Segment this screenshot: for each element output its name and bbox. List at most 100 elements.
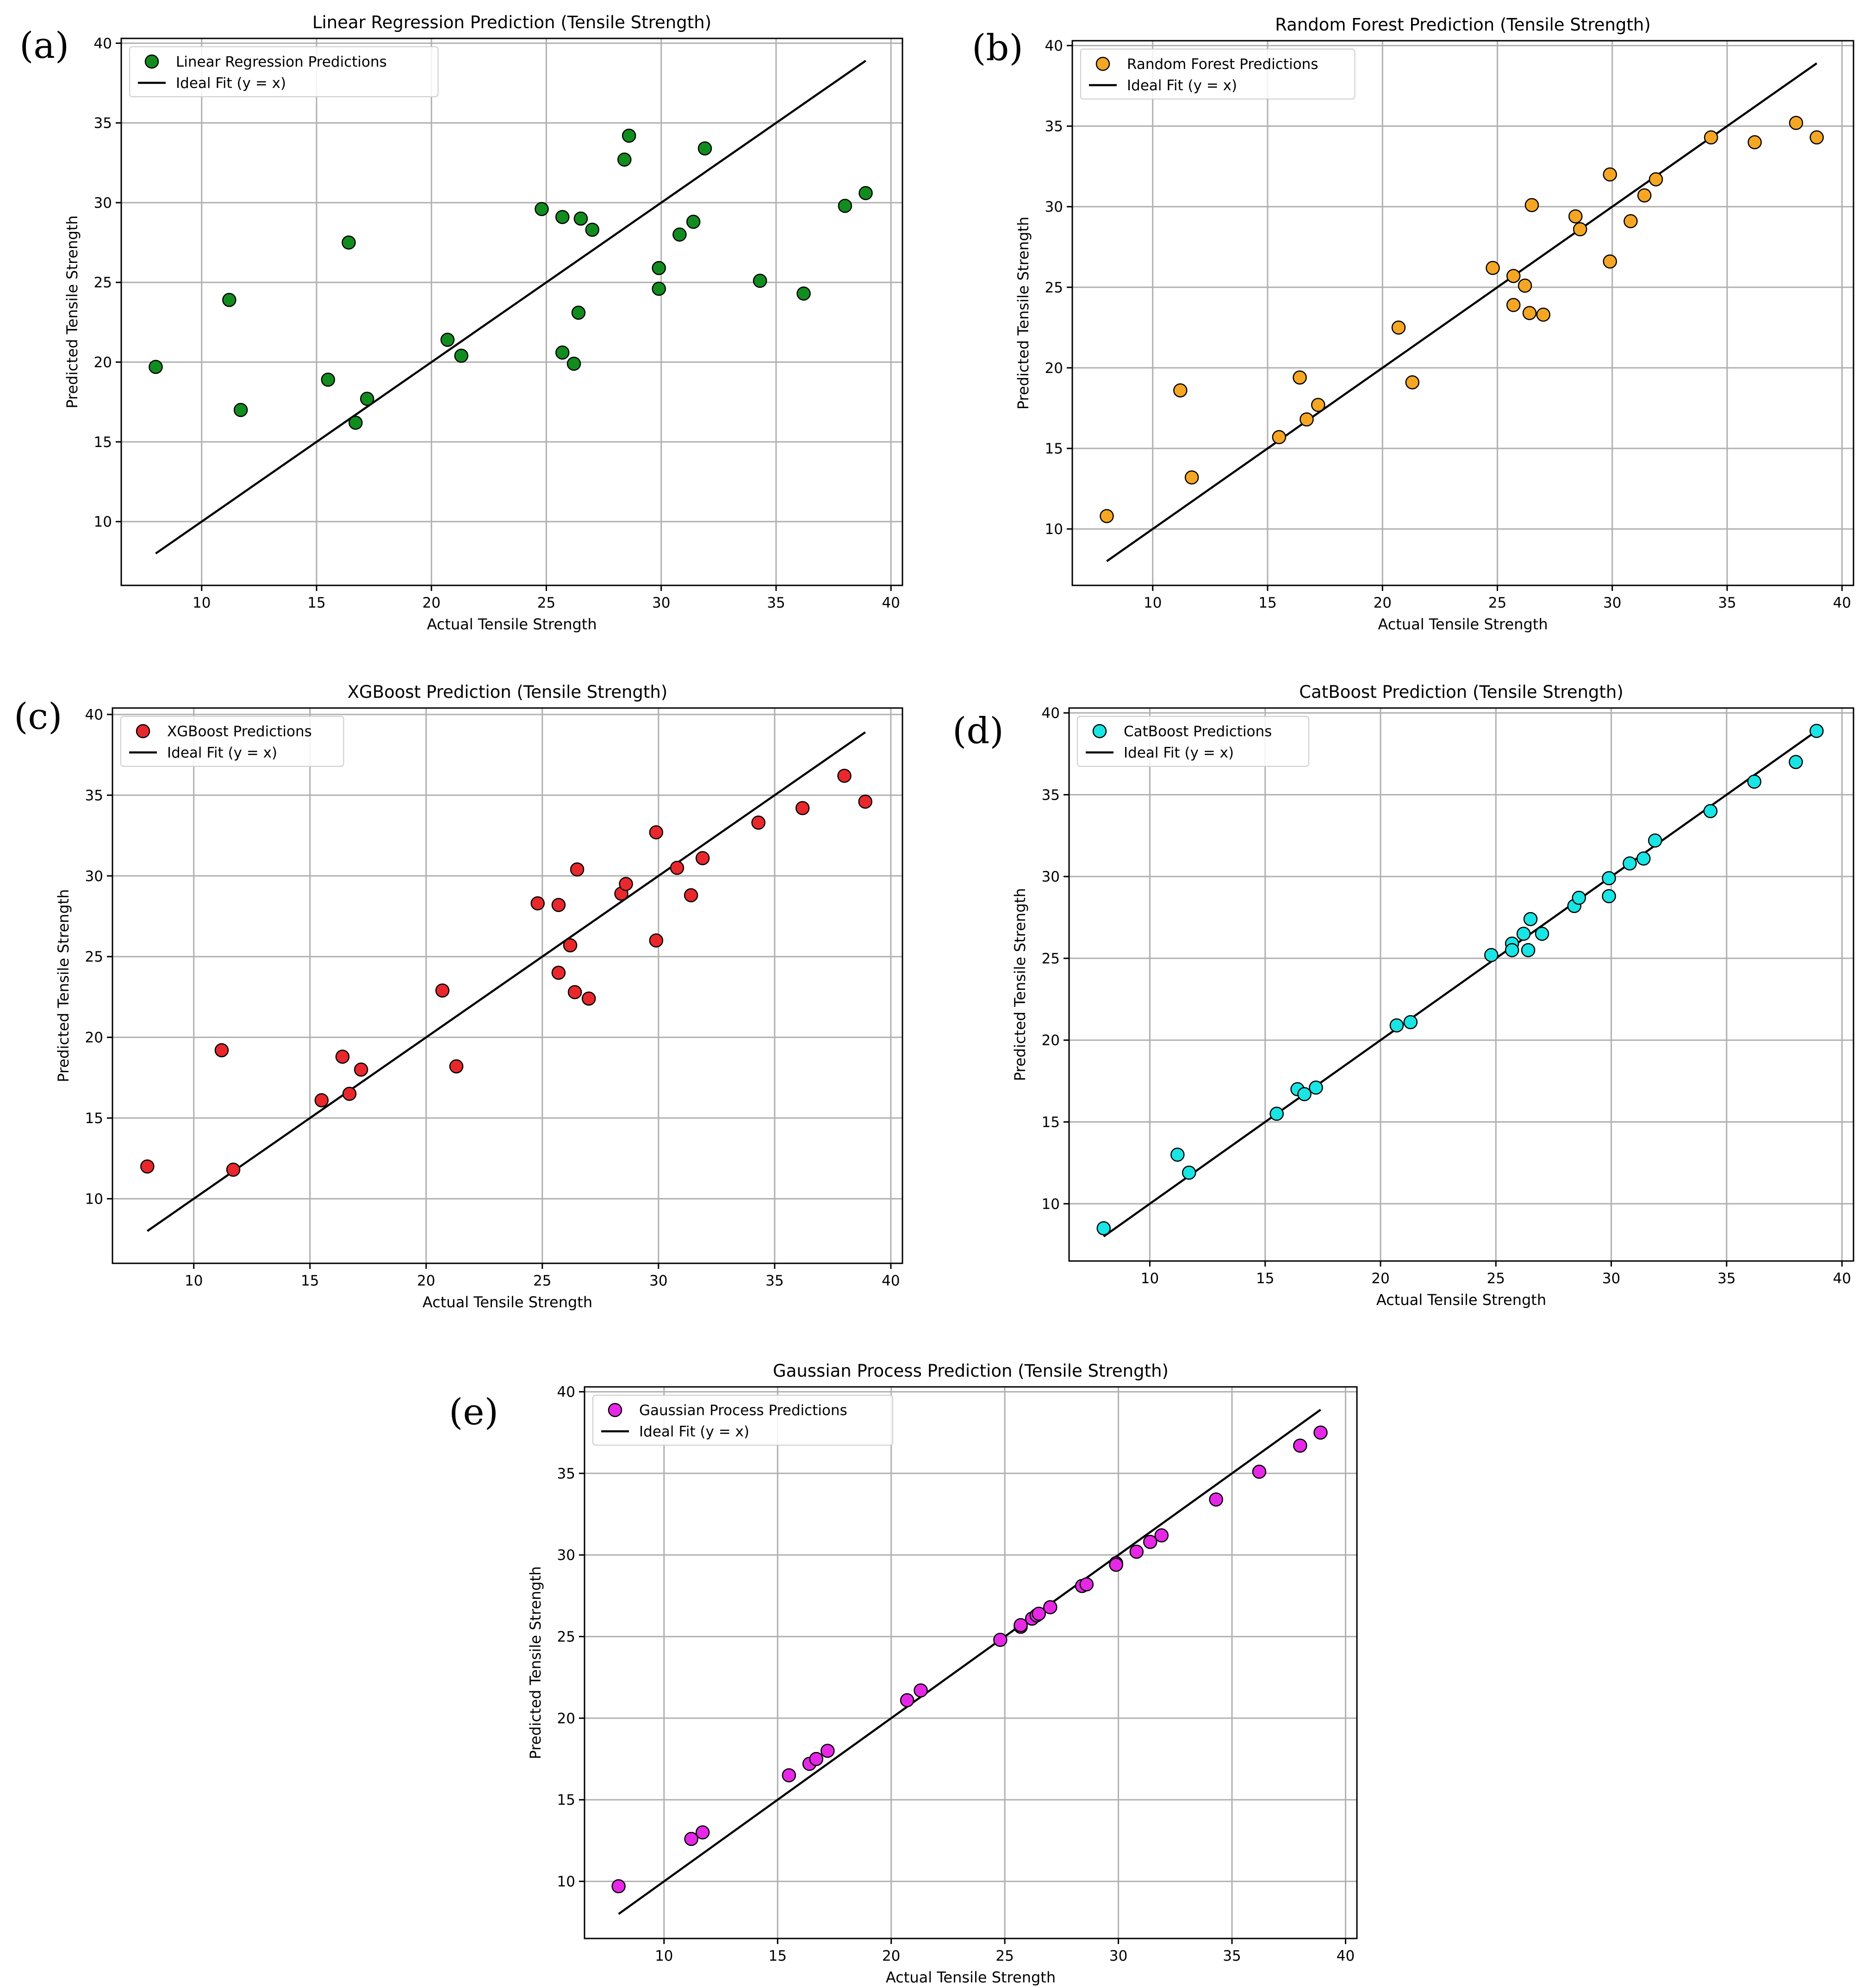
- panel-catboost: (d) CatBoost Prediction (Tensile Strength…: [952, 682, 1854, 1309]
- data-point: [1704, 130, 1718, 145]
- data-point: [1403, 1015, 1418, 1030]
- data-point: [1300, 412, 1314, 427]
- data-point: [149, 360, 163, 374]
- legend-marker: [136, 724, 150, 739]
- x-tick-label: 30: [1109, 1948, 1127, 1964]
- y-axis-label: Predicted Tensile Strength: [55, 889, 72, 1082]
- data-point: [697, 141, 712, 156]
- data-point: [914, 1683, 928, 1698]
- legend: Random Forest Predictions Ideal Fit (y = …: [1080, 49, 1356, 99]
- legend-box: [120, 716, 344, 767]
- data-point: [1484, 948, 1499, 963]
- x-tick-label: 30: [652, 595, 670, 611]
- data-point: [449, 1059, 464, 1074]
- data-point: [1573, 222, 1587, 236]
- data-point: [1014, 1618, 1028, 1633]
- data-point: [1603, 254, 1617, 269]
- data-point: [140, 1159, 155, 1174]
- data-point: [1623, 856, 1637, 871]
- legend-label-predictions: Random Forest Predictions: [1127, 56, 1318, 73]
- data-point: [214, 1043, 229, 1057]
- panel-label: (a): [19, 25, 69, 67]
- prediction-points: [140, 769, 872, 1177]
- data-point: [1535, 926, 1549, 941]
- x-tick-label: 30: [1602, 1270, 1620, 1287]
- data-point: [1311, 398, 1325, 412]
- x-tick-label: 25: [1488, 595, 1506, 611]
- data-point: [672, 227, 687, 242]
- data-point: [795, 801, 810, 815]
- data-point: [617, 152, 632, 167]
- data-point: [796, 286, 811, 301]
- legend-label-predictions: Linear Regression Predictions: [176, 54, 387, 70]
- legend-box: [1077, 716, 1309, 767]
- data-point: [1747, 774, 1761, 789]
- data-point: [696, 1825, 710, 1840]
- chart-title: Random Forest Prediction (Tensile Streng…: [1275, 15, 1651, 35]
- x-tick-label: 35: [1717, 1270, 1735, 1287]
- data-point: [1272, 430, 1287, 444]
- y-tick-label: 40: [1042, 705, 1060, 722]
- panel-xgboost: (c) XGBoost Prediction (Tensile Strength)…: [14, 682, 903, 1311]
- data-point: [581, 991, 596, 1006]
- data-point: [1100, 509, 1114, 523]
- data-point: [1043, 1600, 1057, 1615]
- y-tick-label: 30: [557, 1547, 575, 1564]
- x-tick-label: 20: [1374, 595, 1392, 611]
- gridlines: [1069, 708, 1854, 1261]
- plot-frame: [112, 707, 903, 1264]
- data-point: [454, 348, 469, 363]
- x-tick-label: 20: [417, 1273, 435, 1289]
- legend-box: [129, 46, 439, 97]
- x-tick-label: 15: [1258, 595, 1276, 611]
- x-tick-label: 10: [655, 1948, 673, 1964]
- gridlines: [585, 1387, 1357, 1938]
- data-point: [1297, 1087, 1312, 1101]
- data-point: [782, 1768, 796, 1783]
- legend-box: [592, 1395, 893, 1446]
- gridlines: [1072, 41, 1854, 585]
- x-axis-label: Actual Tensile Strength: [427, 615, 597, 633]
- x-tick-label: 10: [1141, 1270, 1159, 1287]
- data-point: [1572, 890, 1586, 905]
- plot-frame: [1068, 707, 1854, 1262]
- x-tick-label: 10: [1144, 595, 1162, 611]
- data-point: [1079, 1577, 1094, 1591]
- data-point: [652, 261, 666, 275]
- data-point: [1789, 116, 1804, 130]
- y-tick-label: 10: [94, 514, 112, 530]
- panel-linear-regression: (a) Linear Regression Prediction (Tensile…: [19, 12, 903, 633]
- data-point: [1523, 912, 1538, 926]
- data-point: [1602, 889, 1616, 903]
- x-tick-label: 40: [882, 1273, 900, 1289]
- legend: Gaussian Process Predictions Ideal Fit (y…: [592, 1395, 893, 1446]
- y-tick-label: 20: [85, 1030, 103, 1046]
- y-tick-label: 25: [85, 949, 103, 965]
- data-point: [535, 202, 549, 216]
- data-point: [1536, 307, 1551, 322]
- data-point: [1252, 1465, 1267, 1479]
- legend-marker: [608, 1403, 622, 1417]
- data-point: [1602, 871, 1616, 885]
- data-point: [1170, 1147, 1185, 1162]
- x-tick-label: 15: [301, 1273, 319, 1289]
- y-tick-label: 35: [557, 1466, 575, 1482]
- ideal-fit-line: [618, 1409, 1321, 1915]
- data-point: [1789, 755, 1803, 769]
- y-tick-label: 40: [85, 707, 103, 723]
- legend-label-predictions: CatBoost Predictions: [1124, 723, 1272, 740]
- data-point: [686, 215, 701, 229]
- chart-title: Gaussian Process Prediction (Tensile Str…: [773, 1361, 1169, 1381]
- y-tick-label: 20: [94, 354, 112, 371]
- legend-label-ideal-fit: Ideal Fit (y = x): [176, 75, 286, 92]
- x-tick-label: 40: [882, 595, 900, 611]
- y-tick-label: 10: [1045, 521, 1063, 538]
- data-point: [858, 186, 873, 200]
- x-axis-label: Actual Tensile Strength: [423, 1293, 592, 1311]
- data-point: [1143, 1534, 1157, 1549]
- data-point: [1623, 214, 1638, 229]
- data-point: [900, 1693, 914, 1708]
- panel-label: (e): [449, 1392, 498, 1433]
- data-point: [649, 825, 664, 839]
